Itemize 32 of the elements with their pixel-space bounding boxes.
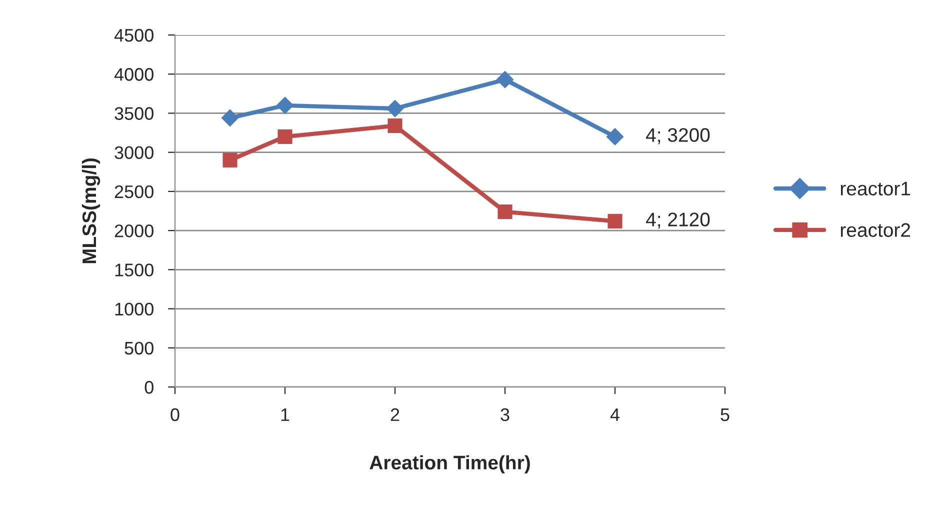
y-tick-label: 4000 xyxy=(114,68,154,81)
legend-label: reactor1 xyxy=(840,182,910,196)
point xyxy=(496,70,514,88)
point xyxy=(276,96,294,114)
point xyxy=(498,204,512,220)
y-tick-label: 3500 xyxy=(114,107,154,120)
x-axis-title: Areation Time(hr) xyxy=(370,455,530,474)
y-tick-label: 2500 xyxy=(114,185,154,198)
annotation: 4; 3200 xyxy=(646,128,710,144)
y-tick-label: 1000 xyxy=(115,302,154,316)
x-tick-label: 1 xyxy=(281,408,290,421)
y-tick-label: 4500 xyxy=(114,28,154,42)
y-tick-label: 1500 xyxy=(115,264,154,276)
x-tick-label: 5 xyxy=(720,408,730,422)
y-tick-label: 500 xyxy=(124,342,154,355)
y-axis-title: MLSS(mg/l) xyxy=(82,158,100,264)
point xyxy=(606,128,624,146)
x-tick-label: 2 xyxy=(390,408,400,421)
point xyxy=(608,214,622,228)
y-tick-label: 3000 xyxy=(114,146,154,160)
point xyxy=(278,129,292,144)
legend-label: reactor2 xyxy=(840,223,910,237)
y-tick-label: 0 xyxy=(144,380,154,394)
x-tick-label: 3 xyxy=(500,408,510,422)
point xyxy=(222,152,238,168)
point xyxy=(386,100,404,118)
point xyxy=(221,109,239,127)
x-tick-label: 4 xyxy=(610,408,620,421)
point xyxy=(388,118,402,134)
x-tick-label: 0 xyxy=(170,408,180,422)
y-tick-label: 2000 xyxy=(114,224,154,238)
annotation: 4; 2120 xyxy=(646,212,710,229)
